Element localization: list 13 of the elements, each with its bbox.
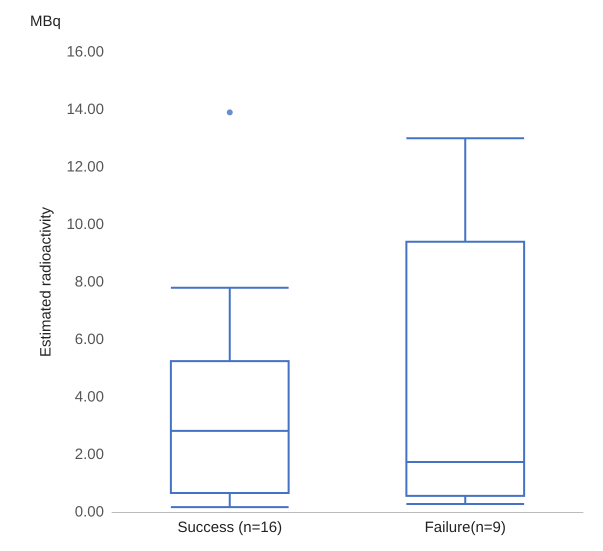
y-tick-label: 16.00 [66, 44, 104, 60]
x-tick-label: Success (n=16) [177, 519, 282, 536]
y-tick-label: 2.00 [74, 446, 104, 463]
y-tick-label: 14.00 [66, 101, 104, 118]
y-tick-label: 0.00 [74, 504, 104, 520]
text: MBq [30, 13, 61, 30]
y-tick-label: 10.00 [66, 216, 104, 233]
y-tick-label: 4.00 [74, 388, 104, 406]
y-tick-label: 12.00 [66, 158, 104, 176]
y-axis-title: Estimated radioactivity [38, 206, 55, 358]
y-tick-label: 8.00 [74, 274, 104, 290]
x-tick-label: Failure(n=9) [424, 519, 506, 536]
y-tick-label: 6.00 [74, 331, 104, 348]
